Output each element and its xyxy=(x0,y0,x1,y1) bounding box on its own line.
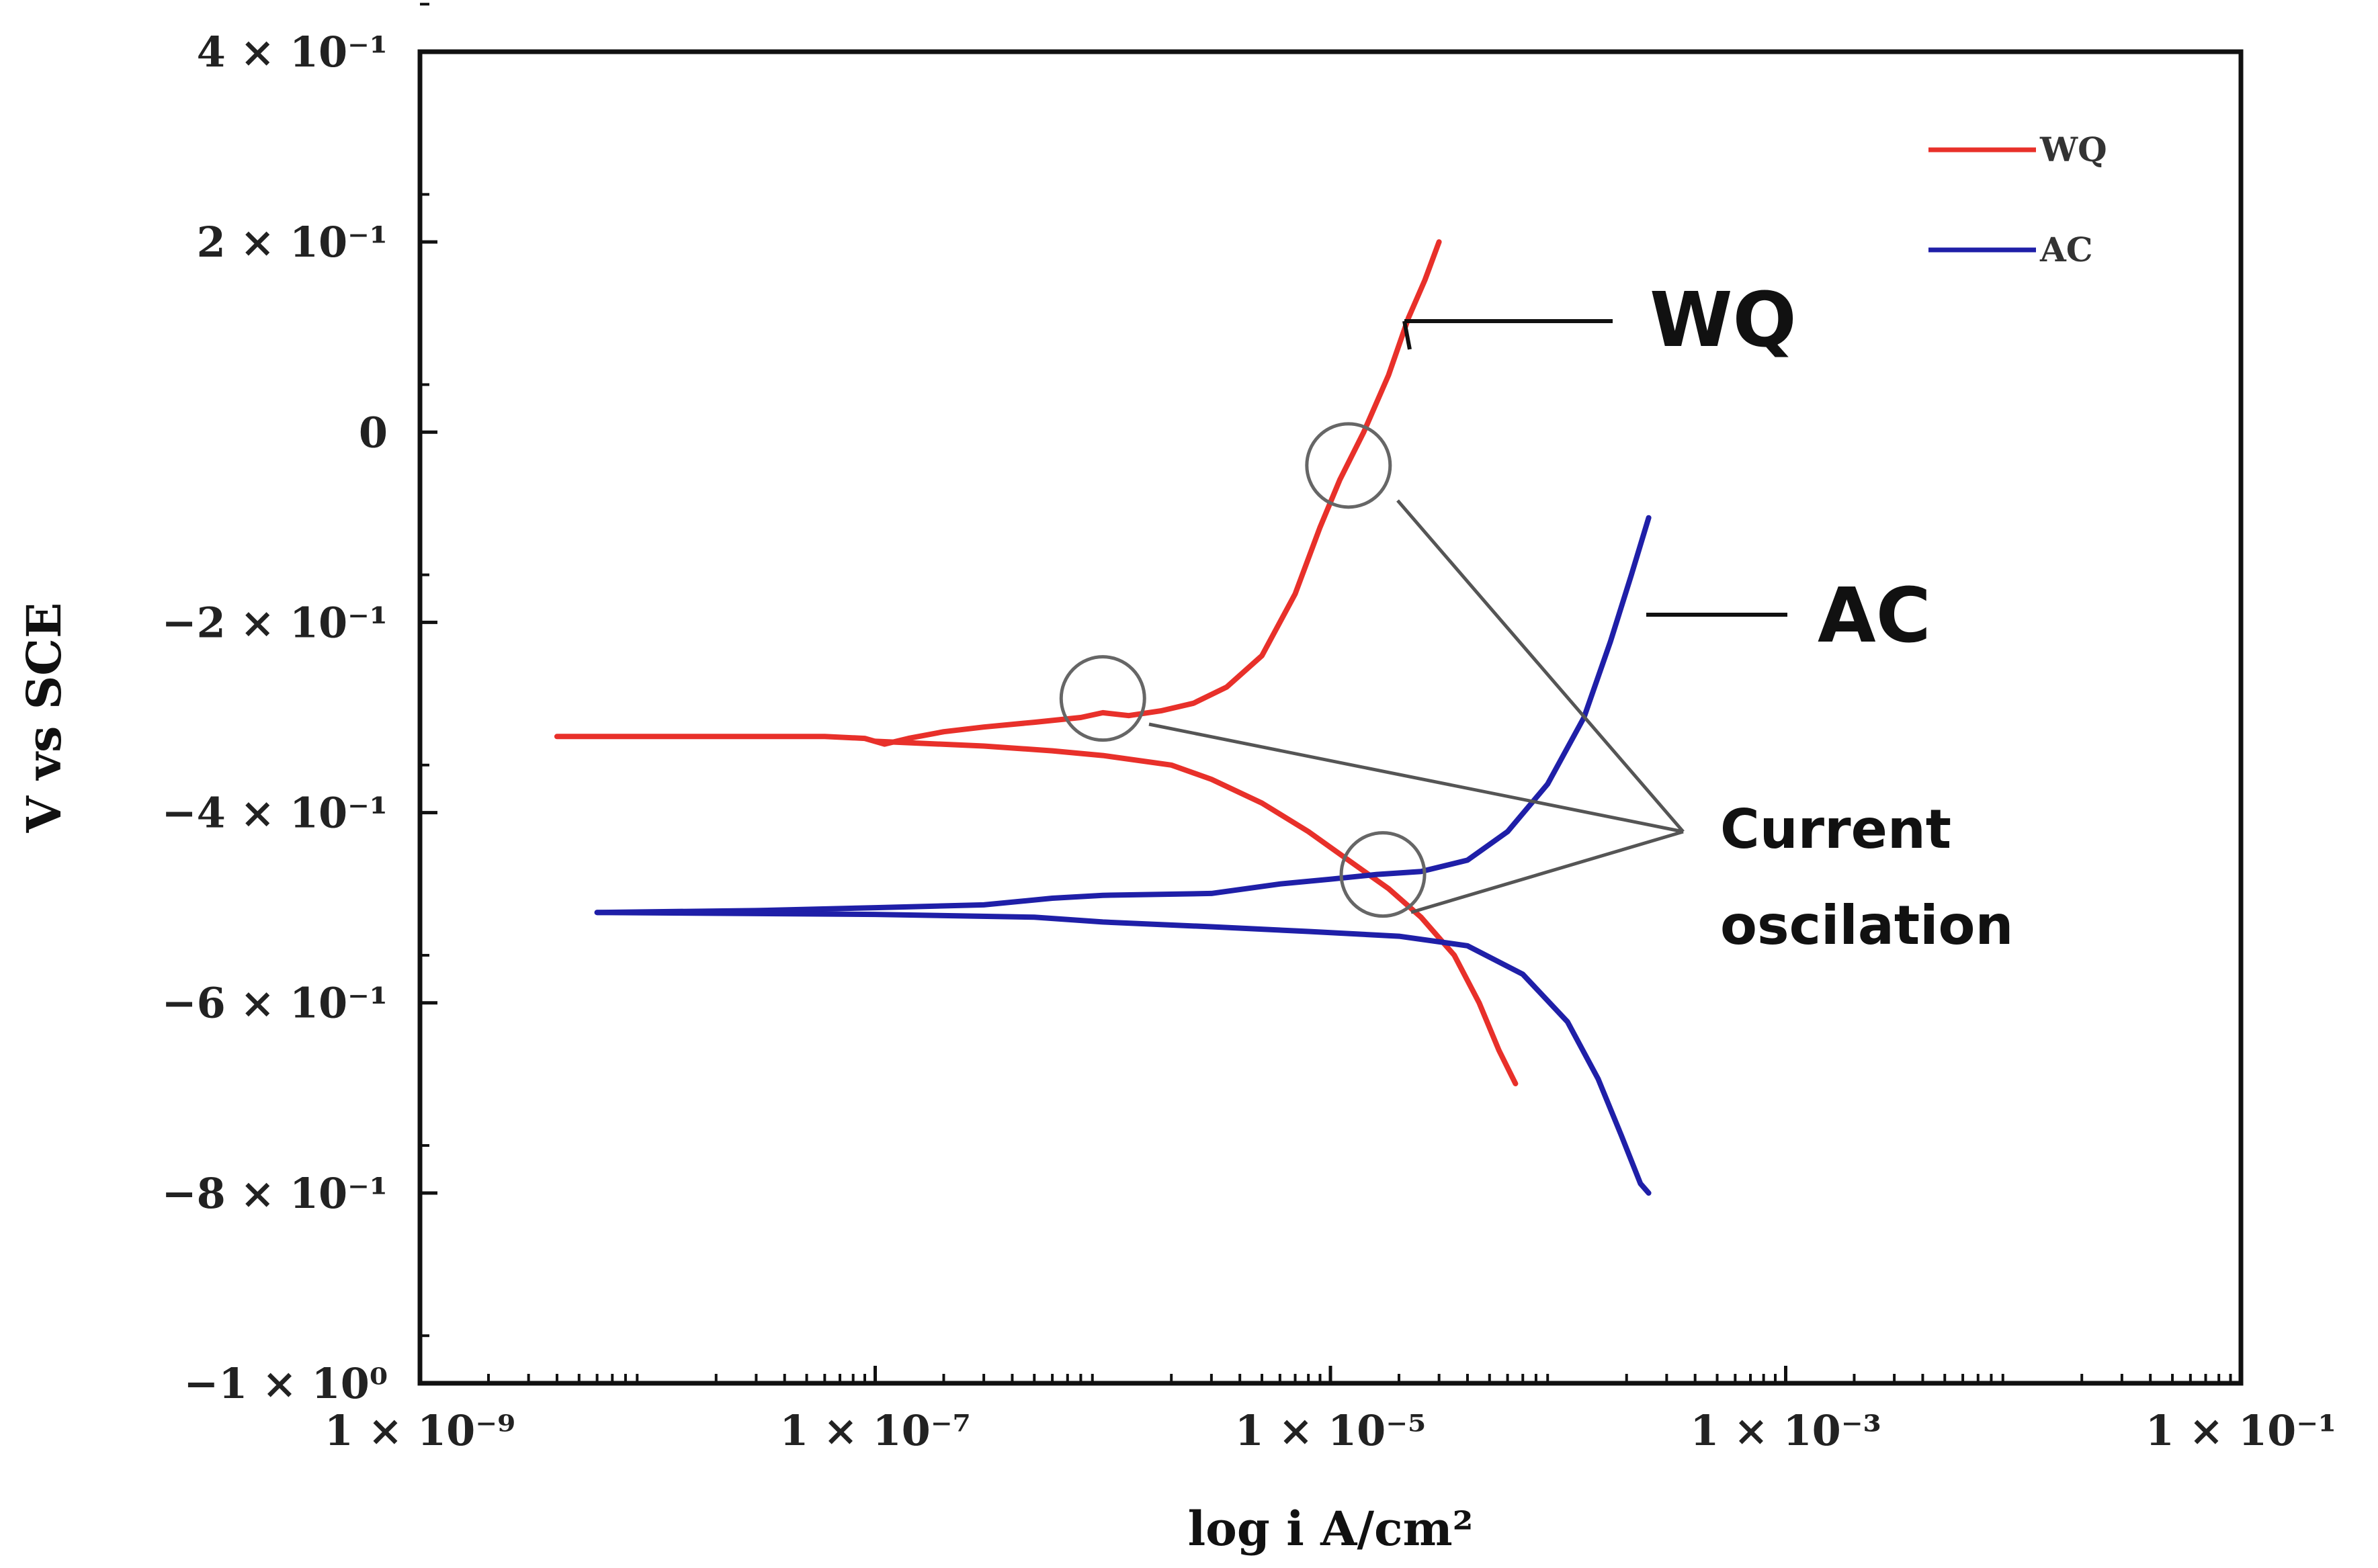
legend: WQ AC xyxy=(1928,130,2107,269)
series-ac-anodic-line xyxy=(594,515,1652,916)
callout-lines xyxy=(1402,319,1787,617)
x-tick-label: 1 × 10⁻¹ xyxy=(2146,1406,2336,1455)
x-tick-label: 1 × 10⁻⁵ xyxy=(1235,1406,1426,1455)
y-tick-label: −4 × 10⁻¹ xyxy=(162,789,388,838)
oscillation-circles xyxy=(1059,422,1427,918)
legend-label-wq: WQ xyxy=(2039,130,2107,169)
wq-curve-label: WQ xyxy=(1650,277,1797,364)
oscillation-circle-2 xyxy=(1059,655,1146,742)
oscillation-label-line2: oscilation xyxy=(1720,894,2013,957)
oscillation-pointer-lines xyxy=(1148,499,1685,914)
wq-leader-tick xyxy=(1402,320,1412,350)
pointer-line-3 xyxy=(1410,830,1684,914)
x-tick-label: 1 × 10⁻³ xyxy=(1690,1406,1881,1455)
y-axis-ticks: 4 × 10⁻¹ 2 × 10⁻¹ 0 −2 × 10⁻¹ −4 × 10⁻¹ −6 × … xyxy=(162,3,437,1408)
y-tick-label: 2 × 10⁻¹ xyxy=(197,218,388,267)
x-tick-label: 1 × 10⁻⁹ xyxy=(325,1406,515,1455)
y-tick-label: −2 × 10⁻¹ xyxy=(162,598,388,647)
y-tick-label: 0 xyxy=(359,408,388,457)
y-tick-label: −8 × 10⁻¹ xyxy=(162,1169,388,1218)
pointer-line-2 xyxy=(1148,722,1684,834)
y-axis-title: V vs SCE xyxy=(16,603,72,834)
x-axis-title: log i A/cm² xyxy=(1188,1501,1474,1557)
series-ac-cathodic-line xyxy=(594,910,1652,1196)
oscillation-label-line1: Current xyxy=(1720,798,1951,861)
pointer-line-1 xyxy=(1396,499,1685,833)
x-axis-ticks: 1 × 10⁻⁹ 1 × 10⁻⁷ 1 × 10⁻⁵ 1 × 10⁻³ 1 × 10⁻¹ xyxy=(325,1366,2336,1455)
x-tick-label: 1 × 10⁻⁷ xyxy=(779,1406,970,1455)
y-tick-label: −1 × 10⁰ xyxy=(183,1359,388,1408)
y-tick-label: −6 × 10⁻¹ xyxy=(162,979,388,1028)
oscillation-circle-3 xyxy=(1339,831,1427,918)
series-layer xyxy=(554,239,1652,1196)
legend-label-ac: AC xyxy=(2039,230,2093,269)
ac-curve-label: AC xyxy=(1818,572,1931,660)
series-wq-cathodic-line xyxy=(872,738,1519,1086)
y-tick-label: 4 × 10⁻¹ xyxy=(197,28,388,77)
oscillation-circle-1 xyxy=(1305,422,1392,509)
x-minor-ticks xyxy=(486,1374,2232,1383)
